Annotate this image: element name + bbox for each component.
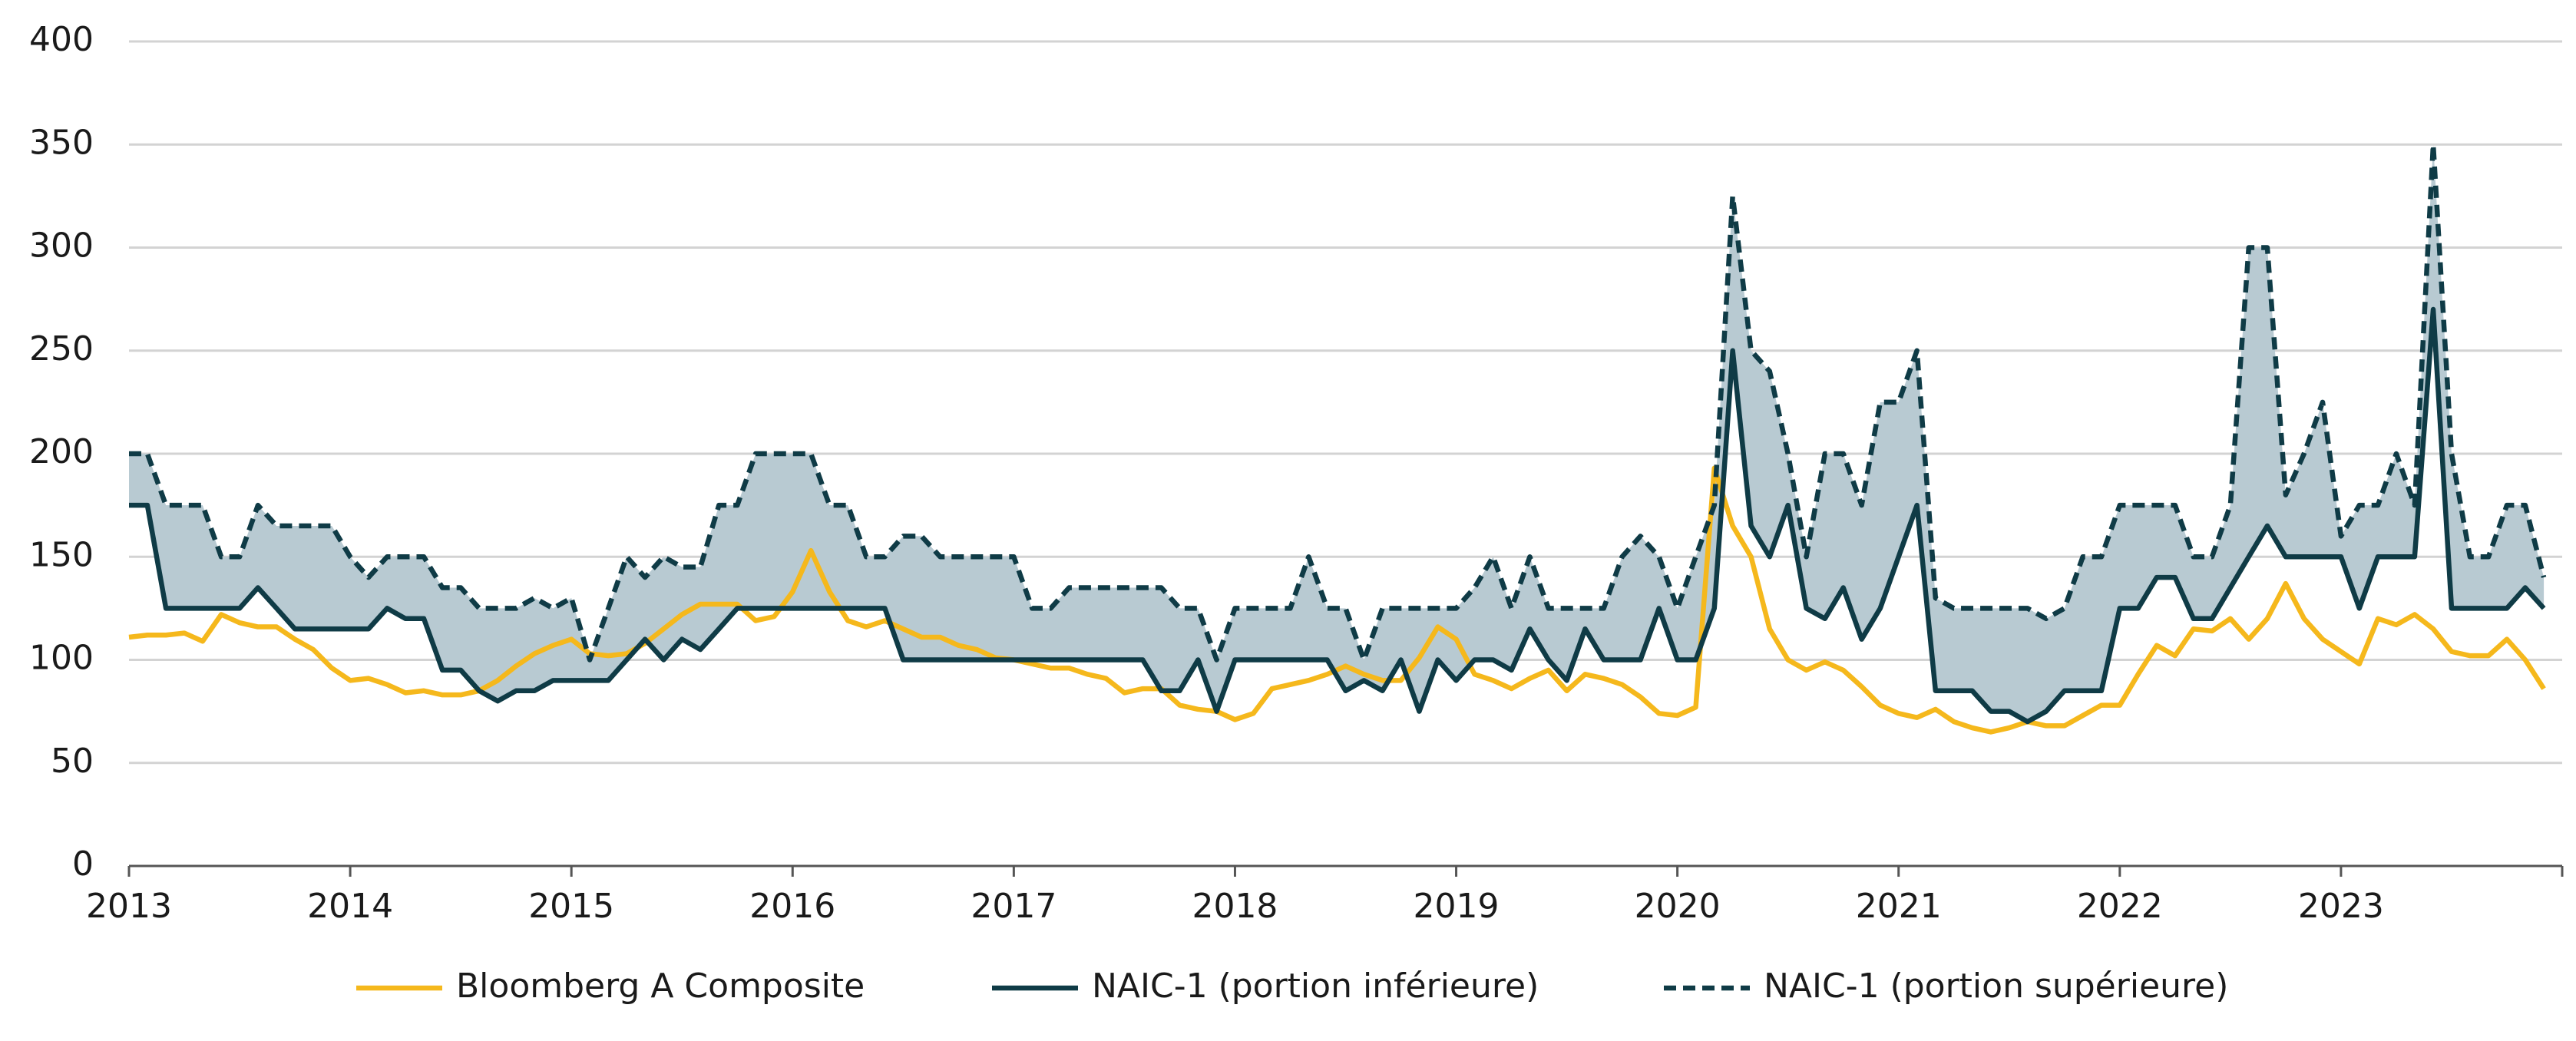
x-tick-label: 2021: [1856, 887, 1942, 926]
band: [129, 144, 2545, 722]
x-tick-label: 2023: [2298, 887, 2384, 926]
legend-label: NAIC-1 (portion inférieure): [1092, 967, 1539, 1006]
legend-label: NAIC-1 (portion supérieure): [1764, 967, 2228, 1006]
x-tick-label: 2014: [307, 887, 393, 926]
x-tick-label: 2017: [971, 887, 1057, 926]
y-tick-label: 300: [29, 226, 94, 266]
x-tick-label: 2013: [86, 887, 172, 926]
y-tick-label: 250: [29, 329, 94, 368]
x-tick-label: 2022: [2077, 887, 2163, 926]
x-tick-label: 2019: [1414, 887, 1500, 926]
series-line: [129, 306, 2546, 725]
y-tick-label: 400: [29, 20, 94, 59]
y-tick-label: 0: [72, 844, 94, 884]
series-line: [128, 465, 2546, 735]
x-tick-label: 2018: [1192, 887, 1278, 926]
y-tick-label: 200: [29, 432, 94, 471]
y-tick-label: 100: [29, 639, 94, 678]
y-tick-label: 350: [29, 123, 94, 162]
y-tick-label: 150: [29, 535, 94, 574]
x-tick-label: 2020: [1635, 887, 1721, 926]
x-tick-label: 2016: [749, 887, 835, 926]
legend-label: Bloomberg A Composite: [456, 967, 865, 1006]
x-tick-label: 2015: [528, 887, 614, 926]
y-tick-label: 50: [51, 742, 94, 781]
series-line: [129, 142, 2547, 663]
